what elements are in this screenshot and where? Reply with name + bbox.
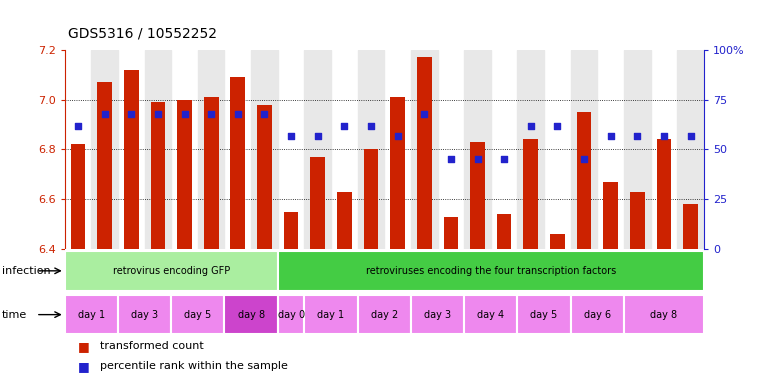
Bar: [364, 149, 378, 249]
Point: [231, 111, 244, 117]
Bar: [304, 50, 331, 249]
Bar: [358, 50, 384, 249]
Text: GDS5316 / 10552252: GDS5316 / 10552252: [68, 26, 218, 40]
Bar: [151, 102, 165, 249]
Text: day 4: day 4: [477, 310, 505, 319]
Bar: [65, 251, 278, 291]
Text: day 8: day 8: [237, 310, 265, 319]
Point: [498, 156, 510, 162]
Bar: [524, 139, 538, 249]
Bar: [603, 182, 618, 249]
Text: day 5: day 5: [530, 310, 558, 319]
Bar: [577, 112, 591, 249]
Bar: [145, 50, 171, 249]
Bar: [224, 295, 278, 334]
Point: [471, 156, 484, 162]
Bar: [177, 100, 192, 249]
Point: [312, 132, 324, 139]
Point: [604, 132, 616, 139]
Bar: [118, 295, 171, 334]
Bar: [464, 50, 491, 249]
Point: [285, 132, 297, 139]
Bar: [204, 97, 218, 249]
Bar: [657, 139, 671, 249]
Bar: [284, 212, 298, 249]
Bar: [310, 157, 325, 249]
Point: [205, 111, 218, 117]
Text: day 3: day 3: [131, 310, 158, 319]
Bar: [624, 295, 704, 334]
Text: time: time: [2, 310, 27, 319]
Bar: [231, 77, 245, 249]
Point: [365, 122, 377, 129]
Bar: [337, 192, 352, 249]
Point: [658, 132, 670, 139]
Point: [338, 122, 350, 129]
Bar: [97, 82, 112, 249]
Text: percentile rank within the sample: percentile rank within the sample: [100, 361, 288, 371]
Bar: [71, 144, 85, 249]
Bar: [358, 295, 411, 334]
Bar: [630, 192, 645, 249]
Point: [419, 111, 431, 117]
Text: day 5: day 5: [184, 310, 212, 319]
Point: [684, 132, 696, 139]
Bar: [171, 295, 224, 334]
Bar: [683, 204, 698, 249]
Point: [72, 122, 84, 129]
Text: ■: ■: [78, 360, 89, 373]
Bar: [517, 50, 544, 249]
Bar: [411, 50, 438, 249]
Point: [151, 111, 164, 117]
Point: [551, 122, 563, 129]
Bar: [198, 50, 224, 249]
Text: transformed count: transformed count: [100, 341, 204, 351]
Text: day 2: day 2: [371, 310, 398, 319]
Point: [258, 111, 271, 117]
Text: retroviruses encoding the four transcription factors: retroviruses encoding the four transcrip…: [366, 266, 616, 276]
Bar: [390, 97, 405, 249]
Point: [178, 111, 190, 117]
Text: retrovirus encoding GFP: retrovirus encoding GFP: [113, 266, 230, 276]
Point: [578, 156, 590, 162]
Point: [524, 122, 537, 129]
Point: [631, 132, 643, 139]
Text: infection: infection: [2, 266, 50, 276]
Text: day 6: day 6: [584, 310, 611, 319]
Bar: [124, 70, 139, 249]
Text: ■: ■: [78, 340, 89, 353]
Bar: [497, 214, 511, 249]
Bar: [278, 295, 304, 334]
Point: [444, 156, 457, 162]
Bar: [417, 57, 431, 249]
Bar: [550, 234, 565, 249]
Text: day 1: day 1: [317, 310, 345, 319]
Bar: [257, 105, 272, 249]
Bar: [571, 50, 597, 249]
Text: day 0: day 0: [278, 310, 304, 319]
Bar: [624, 50, 651, 249]
Bar: [517, 295, 571, 334]
Point: [98, 111, 111, 117]
Bar: [464, 295, 517, 334]
Text: day 8: day 8: [651, 310, 677, 319]
Bar: [278, 251, 704, 291]
Point: [125, 111, 137, 117]
Bar: [65, 295, 118, 334]
Bar: [470, 142, 485, 249]
Bar: [444, 217, 458, 249]
Point: [391, 132, 403, 139]
Bar: [91, 50, 118, 249]
Text: day 3: day 3: [424, 310, 451, 319]
Bar: [251, 50, 278, 249]
Bar: [677, 50, 704, 249]
Text: day 1: day 1: [78, 310, 105, 319]
Bar: [304, 295, 358, 334]
Bar: [411, 295, 464, 334]
Bar: [571, 295, 624, 334]
